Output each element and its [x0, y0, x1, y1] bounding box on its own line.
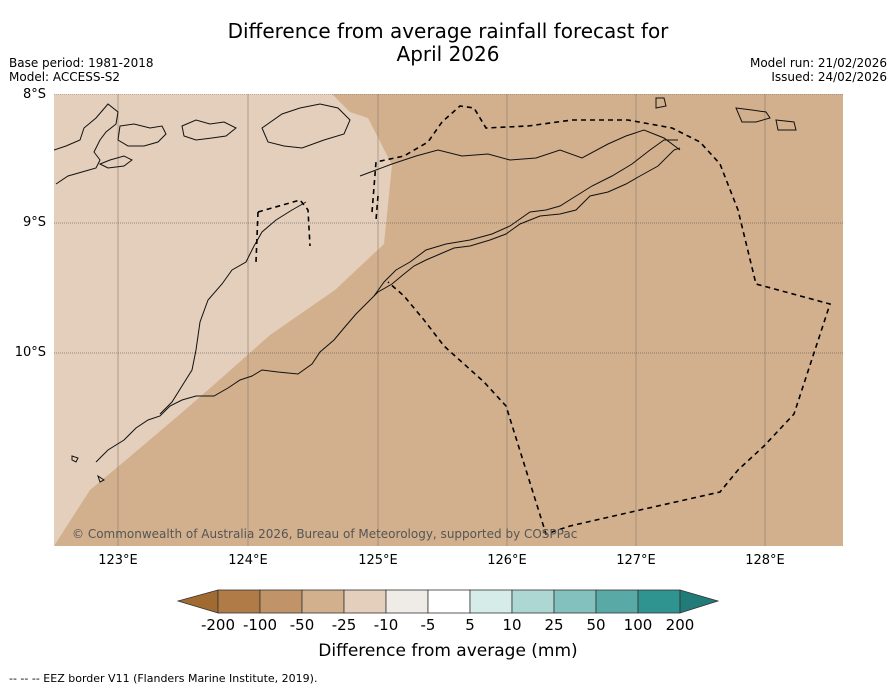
- colorbar-bin: [469, 589, 513, 614]
- pantar-island: [98, 155, 133, 169]
- colorbar-bin: [259, 589, 303, 614]
- colorbar-extend-low: [176, 589, 219, 614]
- colorbar-tick: -50: [289, 616, 315, 634]
- colorbar-title: Difference from average (mm): [318, 641, 578, 661]
- colorbar-tick: -5: [420, 616, 436, 634]
- title-line-1: Difference from average rainfall forecas…: [227, 19, 669, 43]
- lat-label-8s: 8°S: [22, 87, 46, 102]
- title-line-2: April 2026: [396, 42, 500, 66]
- colorbar-tick: -100: [242, 616, 278, 634]
- issued-text: Issued: 24/02/2026: [771, 70, 887, 84]
- map-body: © Commonwealth of Australia 2026, Bureau…: [54, 94, 843, 546]
- wetar-island: [261, 103, 351, 149]
- lon-label-126e: 126°E: [487, 553, 527, 568]
- island-east-3: [655, 97, 667, 109]
- colorbar-bin: [637, 589, 681, 614]
- latitude-lines: [54, 94, 843, 354]
- eez-border: [255, 105, 832, 536]
- small-islands-east: [735, 107, 771, 123]
- timor-northeast: [359, 129, 681, 177]
- colorbar-tick: -200: [200, 616, 236, 634]
- colorbar-bin: [385, 589, 429, 614]
- colorbar-tick: 200: [665, 616, 695, 634]
- colorbar-bin: [343, 589, 387, 614]
- colorbar-tick: 5: [465, 616, 475, 634]
- colorbar-tick: -25: [331, 616, 357, 634]
- colorbar-bin: [217, 589, 261, 614]
- lon-label-128e: 128°E: [745, 553, 785, 568]
- metadata-right: Model run: 21/02/2026 Issued: 24/02/2026: [750, 56, 887, 84]
- colorbar-tick: 100: [623, 616, 653, 634]
- timor-south-coast: [373, 139, 678, 297]
- map-title: Difference from average rainfall forecas…: [0, 20, 896, 66]
- timor-north-coast: [95, 147, 681, 463]
- lon-label-127e: 127°E: [616, 553, 656, 568]
- flores-coast: [54, 103, 119, 185]
- colorbar-bin: [553, 589, 597, 614]
- timor-northwest: [159, 201, 307, 415]
- forecast-field-light: [54, 94, 392, 546]
- lat-label-10s: 10°S: [14, 345, 46, 360]
- colorbar-tick: 50: [586, 616, 606, 634]
- colorbar-tick: 10: [502, 616, 522, 634]
- island-southwest: [71, 455, 79, 463]
- model-text: Model: ACCESS-S2: [9, 70, 121, 84]
- lon-label-123e: 123°E: [98, 553, 138, 568]
- colorbar-tick: 25: [544, 616, 564, 634]
- colorbar-extend-high: [679, 589, 720, 614]
- island-southwest-2: [97, 474, 105, 483]
- model-run-text: Model run: 21/02/2026: [749, 56, 887, 70]
- lat-label-9s: 9°S: [22, 215, 46, 230]
- colorbar: [176, 589, 720, 614]
- footer-note: -- -- -- EEZ border V11 (Flanders Marine…: [9, 672, 318, 685]
- base-period-text: Base period: 1981-2018: [9, 56, 154, 70]
- copyright-text: © Commonwealth of Australia 2026, Bureau…: [72, 527, 577, 541]
- colorbar-bin: [427, 589, 471, 614]
- metadata-left: Base period: 1981-2018 Model: ACCESS-S2: [9, 56, 154, 84]
- alor-island: [117, 123, 167, 147]
- colorbar-bin: [301, 589, 345, 614]
- colorbar-bin: [511, 589, 555, 614]
- lon-label-125e: 125°E: [358, 553, 398, 568]
- islands-north: [181, 119, 237, 141]
- island-east-2: [775, 119, 797, 131]
- coastlines: [54, 97, 797, 483]
- lon-label-124e: 124°E: [228, 553, 268, 568]
- colorbar-tick: -10: [373, 616, 399, 634]
- colorbar-bin: [595, 589, 639, 614]
